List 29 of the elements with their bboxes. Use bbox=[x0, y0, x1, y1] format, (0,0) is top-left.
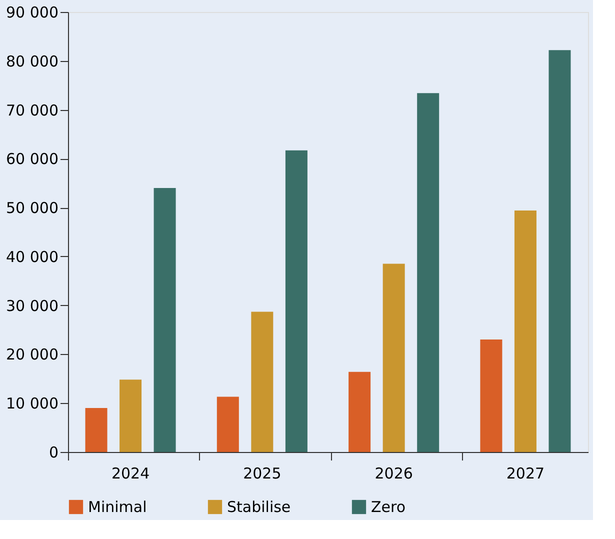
bar bbox=[382, 264, 405, 452]
bar bbox=[154, 188, 176, 452]
legend-label: Zero bbox=[371, 498, 406, 516]
y-tick-label: 80 000 bbox=[6, 52, 58, 70]
y-tick-label: 30 000 bbox=[6, 296, 58, 315]
y-tick-label: 60 000 bbox=[6, 150, 58, 168]
bar bbox=[216, 396, 239, 452]
y-tick-label: 50 000 bbox=[6, 199, 58, 218]
bar bbox=[417, 93, 440, 452]
bar bbox=[285, 150, 308, 452]
bar bbox=[120, 380, 142, 452]
x-tick-label: 2027 bbox=[506, 464, 545, 482]
bar bbox=[548, 50, 571, 452]
x-tick-label: 2026 bbox=[374, 464, 413, 482]
legend-label: Minimal bbox=[88, 498, 147, 516]
x-tick-label: 2025 bbox=[243, 464, 282, 482]
y-tick-label: 20 000 bbox=[6, 346, 58, 364]
bar bbox=[348, 372, 371, 452]
bar bbox=[85, 408, 108, 452]
y-tick-label: 90 000 bbox=[6, 4, 58, 22]
y-tick-label: 0 bbox=[48, 444, 58, 462]
bar bbox=[514, 210, 536, 452]
legend-label: Stabilise bbox=[227, 498, 291, 516]
x-tick-label: 2024 bbox=[111, 464, 150, 482]
y-tick-label: 10 000 bbox=[6, 394, 58, 413]
bar bbox=[251, 312, 274, 452]
y-tick-label: 40 000 bbox=[6, 248, 58, 266]
y-tick-label: 70 000 bbox=[6, 101, 58, 120]
bar bbox=[480, 340, 502, 452]
